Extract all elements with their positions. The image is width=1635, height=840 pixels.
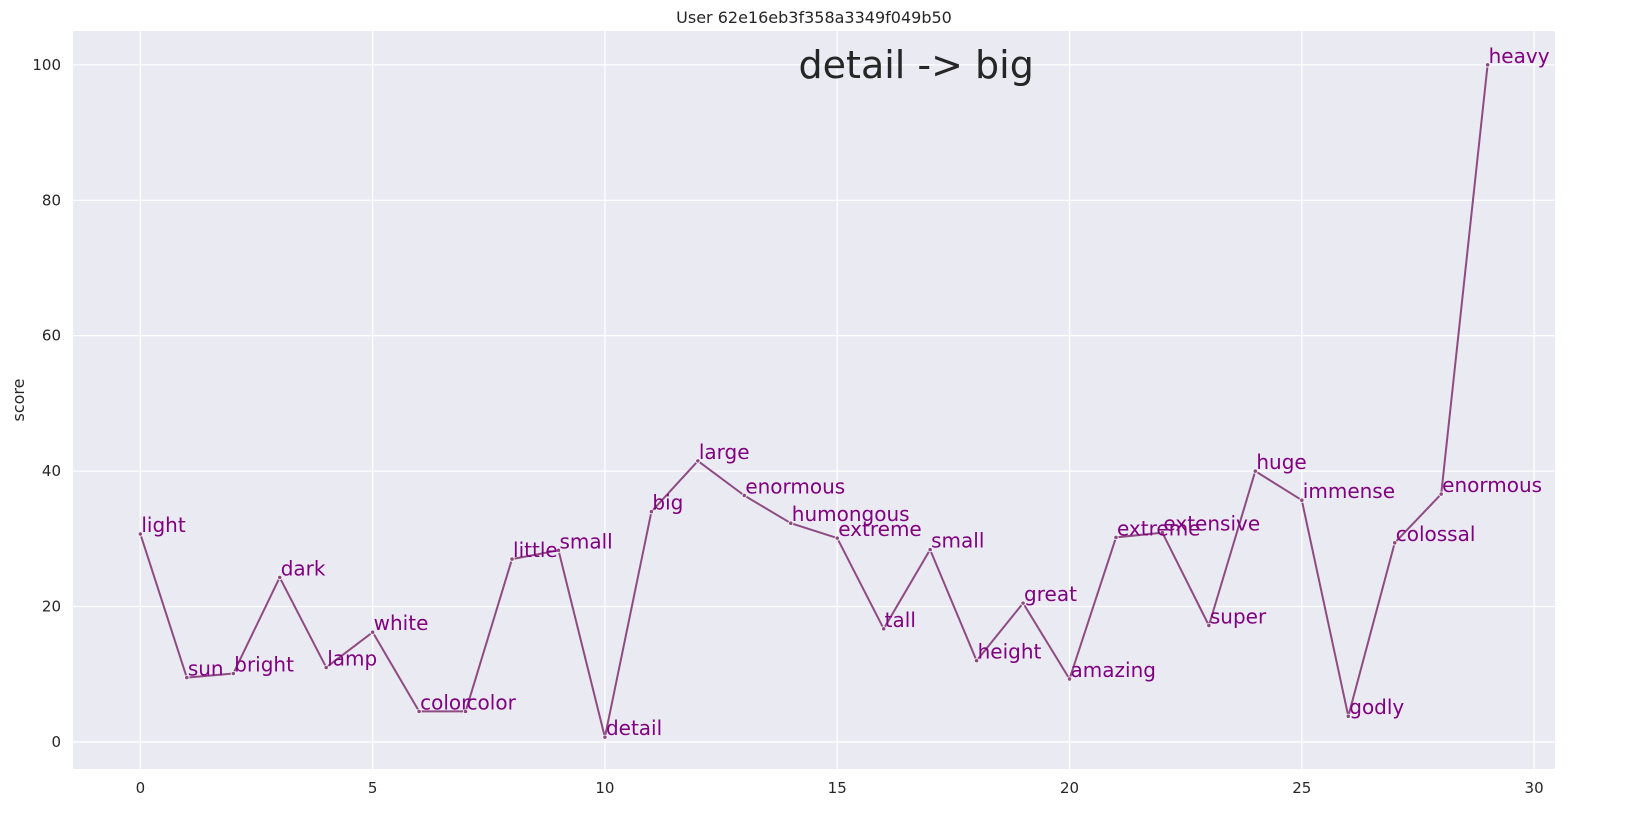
grid-lines [73,31,1555,769]
y-tick-label: 40 [42,462,61,480]
point-label: enormous [1442,473,1542,497]
point-label: humongous [792,502,910,526]
series-line-layer [139,64,1489,739]
point-label: small [931,529,984,553]
point-label: color [467,690,517,714]
point-label: small [559,529,612,553]
y-axis-ticks: 0 20 40 60 80 100 [32,56,61,751]
point-label: color [420,690,470,714]
chart-title: User 62e16eb3f358a3349f049b50 [676,8,952,27]
point-label: heavy [1489,44,1550,68]
y-axis-title: score [9,379,28,422]
data-point [1485,62,1491,68]
data-point [370,629,376,635]
data-point [1206,622,1212,629]
data-point [277,574,283,580]
point-label: lamp [327,646,377,670]
data-point [462,708,469,715]
point-label: huge [1256,450,1306,474]
data-point [184,674,190,681]
chart-annotation: detail -> big [799,43,1034,87]
point-label: great [1024,582,1077,606]
point-label: extreme [1117,516,1201,540]
data-point [1020,600,1026,606]
point-label: extreme [838,517,922,541]
data-point [1299,497,1305,503]
point-label: super [1210,604,1267,628]
data-point [648,509,654,515]
point-label: height [978,640,1042,664]
y-tick-label: 0 [51,733,61,751]
y-tick-label: 80 [42,191,61,209]
point-label: extensive [1163,512,1260,536]
x-tick-label: 15 [828,779,847,797]
x-tick-label: 10 [595,779,614,797]
point-label: little [513,538,558,562]
point-label: big [652,491,683,515]
x-tick-label: 30 [1525,779,1544,797]
plot-area [73,31,1555,769]
data-point [834,535,840,541]
point-label: sun [188,657,224,681]
data-point [788,520,794,526]
point-label: dark [281,556,326,580]
data-point [416,708,422,715]
x-axis-ticks: 0 5 10 15 20 25 30 [136,779,1544,797]
data-point [602,734,608,740]
data-point [695,458,701,464]
y-tick-label: 60 [42,327,61,345]
data-point [137,531,143,537]
point-label: white [374,611,429,635]
data-point [1252,468,1258,474]
data-point [1159,530,1166,536]
data-point [1345,713,1351,719]
point-label: enormous [745,474,845,498]
series-line [139,64,1489,739]
data-point [881,626,887,632]
point-label: detail [606,716,662,740]
data-point [555,547,562,553]
x-tick-label: 0 [136,779,146,797]
y-tick-label: 100 [32,56,61,74]
data-points [137,62,1491,740]
point-label: light [141,513,185,537]
point-label: large [699,440,750,464]
data-point [230,670,236,677]
data-point [1392,540,1398,546]
point-label: godly [1349,695,1404,719]
data-point [927,547,933,553]
point-label: tall [885,608,916,632]
data-point [1066,676,1073,682]
data-point [741,492,747,499]
y-tick-label: 20 [42,598,61,616]
x-tick-label: 25 [1292,779,1311,797]
point-label: colossal [1396,522,1476,546]
x-tick-label: 5 [368,779,378,797]
x-tick-label: 20 [1060,779,1079,797]
data-point [1113,534,1119,541]
data-point [323,664,329,671]
point-label: bright [234,653,294,677]
data-point [509,556,515,562]
data-point [1438,491,1444,497]
data-point [974,658,980,664]
point-label: immense [1303,479,1395,503]
point-label: amazing [1071,658,1156,682]
